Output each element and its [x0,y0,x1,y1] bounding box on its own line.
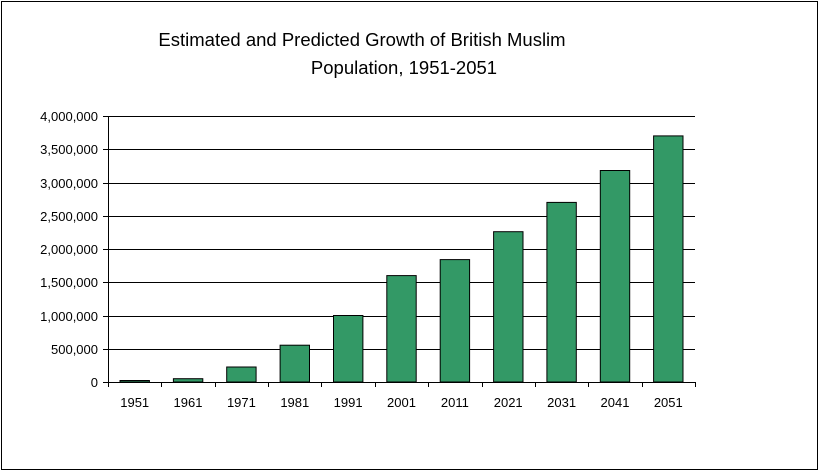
bar-1961 [172,378,204,383]
x-tick-label: 1991 [334,395,363,410]
x-tick-label: 1981 [280,395,309,410]
x-tick-label: 2031 [547,395,576,410]
bar-1981 [279,344,311,383]
y-tick-label: 0 [91,375,98,390]
y-tick-label: 2,000,000 [40,242,98,257]
y-tick-label: 3,500,000 [40,142,98,157]
chart-title: Estimated and Predicted Growth of Britis… [102,26,622,82]
axes [103,116,696,387]
x-tick-label: 1971 [227,395,256,410]
x-tick-label: 2041 [601,395,630,410]
bar-2021 [493,231,524,383]
y-tick-label: 4,000,000 [40,109,98,124]
bars [119,135,684,383]
bar-1971 [226,366,257,383]
bar-2001 [386,275,417,383]
bar-2051 [653,135,684,383]
chart-title-line-2: Population, 1951-2051 [310,57,498,78]
y-tick-label: 500,000 [51,342,98,357]
y-tick-label: 1,000,000 [40,309,98,324]
x-tick-label: 2051 [654,395,683,410]
bar-1991 [333,315,364,383]
x-tick-labels: 1951 1961 1971 1981 1991 2001 2011 2021 2031 2041… [120,395,683,410]
bar-2041 [599,170,631,383]
y-tick-label: 2,500,000 [40,209,98,224]
bar-2031 [546,201,577,383]
y-tick-labels: 0 500,000 1,000,000 1,500,000 2,000,000 2,500… [40,109,98,390]
bar-2011 [439,259,471,383]
x-tick-label: 1961 [174,395,203,410]
x-tick-label: 2021 [494,395,523,410]
y-tick-label: 1,500,000 [40,275,98,290]
chart-title-line-1: Estimated and Predicted Growth of Britis… [158,29,566,50]
x-tick-label: 2001 [387,395,416,410]
x-tick-label: 1951 [120,395,149,410]
y-tick-label: 3,000,000 [40,176,98,191]
x-tick-label: 2011 [441,395,469,410]
bar-1951 [119,380,150,383]
